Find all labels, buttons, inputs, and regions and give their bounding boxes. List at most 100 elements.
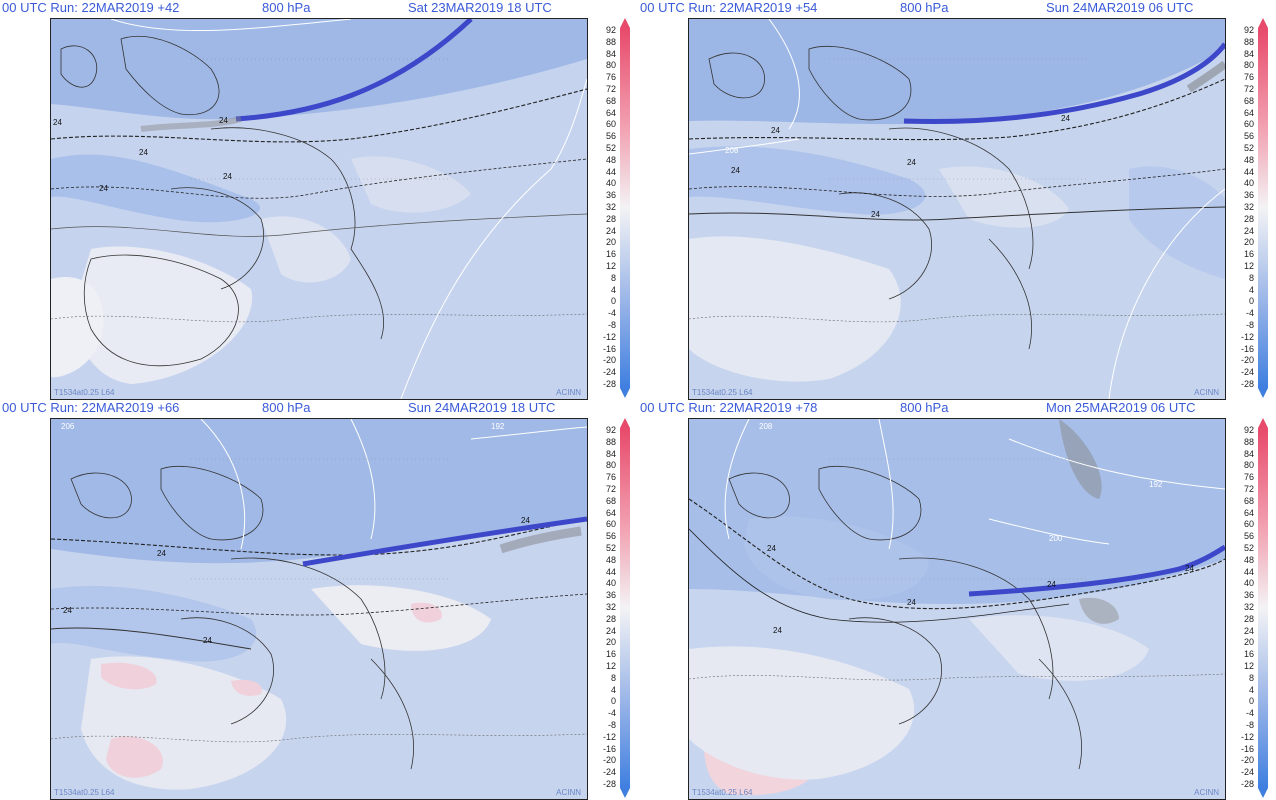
colorbar-gradient [620, 418, 630, 798]
colorbar-tick-label: 88 [605, 436, 616, 447]
colorbar-tick-label: -20 [602, 355, 616, 366]
contour-label: 24 [1185, 564, 1194, 573]
colorbar-scale [1258, 28, 1268, 388]
colorbar-scale [620, 428, 630, 788]
colorbar-tick-label: 16 [1243, 249, 1254, 260]
colorbar-tick-label: 48 [605, 154, 616, 165]
colorbar-tick-label: 36 [605, 190, 616, 201]
colorbar-tick-label: 76 [1243, 72, 1254, 83]
colorbar-tick-label: 60 [1243, 519, 1254, 530]
colorbar-tick-label: 0 [1248, 296, 1254, 307]
contour-label: 24 [773, 626, 782, 635]
panel-header: 00 UTC Run: 22MAR2019 +54 800 hPa Sun 24… [638, 0, 1228, 16]
colorbar-top-arrow [620, 18, 630, 28]
colorbar-scale [620, 28, 630, 388]
forecast-map: 24 24 24 24 206 192 T1534at0.25 L64 ACIN… [50, 418, 588, 800]
colorbar-bottom-arrow [1258, 788, 1268, 798]
run-label: 00 UTC Run: 22MAR2019 +54 [640, 0, 818, 15]
colorbar-tick-label: 16 [1243, 649, 1254, 660]
colorbar-tick-label: -4 [1245, 308, 1254, 319]
contour-label: 192 [491, 422, 505, 431]
colorbar-tick-label: -4 [607, 308, 616, 319]
colorbar-tick-label: -24 [1240, 767, 1254, 778]
colorbar-tick-label: 4 [1248, 684, 1254, 695]
colorbar-tick-label: 0 [610, 696, 616, 707]
colorbar-tick-label: -4 [1245, 708, 1254, 719]
colorbar-tick-label: 76 [605, 472, 616, 483]
colorbar-tick-label: 80 [605, 60, 616, 71]
contour-label: 24 [871, 210, 880, 219]
colorbar-tick-label: 48 [605, 554, 616, 565]
contour-label: 24 [53, 118, 62, 127]
contour-label: 206 [61, 422, 75, 431]
colorbar-tick-label: 56 [605, 531, 616, 542]
colorbar: 92 88 84 80 76 72 68 64 60 56 52 48 44 40 36 32 28 24 20 16… [592, 418, 634, 798]
colorbar-tick-label: -12 [602, 731, 616, 742]
colorbar-tick-label: 8 [610, 272, 616, 283]
colorbar-tick-label: 12 [605, 661, 616, 671]
colorbar-tick-label: 92 [1243, 25, 1254, 35]
valid-time-label: Sun 24MAR2019 06 UTC [1046, 0, 1194, 15]
colorbar-tick-label: 92 [605, 425, 616, 435]
colorbar-tick-label: 12 [1243, 661, 1254, 671]
colorbar-tick-label: 40 [1243, 178, 1254, 189]
colorbar-tick-label: 60 [1243, 119, 1254, 130]
colorbar-tick-label: 68 [1243, 495, 1254, 506]
contour-label: 24 [521, 516, 530, 525]
contour-label: 24 [157, 549, 166, 558]
colorbar-tick-label: -8 [607, 720, 616, 730]
colorbar-tick-label: -16 [602, 343, 616, 354]
model-tag: T1534at0.25 L64 [54, 788, 115, 797]
colorbar-tick-label: 24 [1243, 625, 1254, 636]
contour-label: 192 [1149, 480, 1163, 489]
colorbar-tick-label: 76 [605, 72, 616, 83]
colorbar-top-arrow [620, 418, 630, 428]
colorbar-tick-label: 44 [1243, 566, 1254, 577]
colorbar-tick-label: -16 [602, 743, 616, 754]
level-label: 800 hPa [262, 400, 311, 415]
colorbar-tick-label: 56 [605, 131, 616, 142]
contour-label: 24 [767, 544, 776, 553]
colorbar-tick-label: 40 [1243, 578, 1254, 589]
colorbar-tick-label: -16 [1240, 343, 1254, 354]
colorbar-tick-label: 8 [1248, 672, 1254, 683]
colorbar-tick-label: 88 [1243, 36, 1254, 47]
colorbar-tick-label: 56 [1243, 531, 1254, 542]
colorbar-tick-label: 84 [1243, 48, 1254, 59]
valid-time-label: Sat 23MAR2019 18 UTC [408, 0, 552, 15]
acinn-tag: ACINN [1194, 388, 1219, 397]
colorbar-tick-label: 92 [605, 25, 616, 35]
contour-label: 24 [907, 598, 916, 607]
colorbar-tick-label: -28 [1240, 779, 1254, 789]
colorbar-tick-label: 24 [1243, 225, 1254, 236]
colorbar: 92 88 84 80 76 72 68 64 60 56 52 48 44 40 36 32 28 24 20 16… [592, 18, 634, 398]
colorbar-tick-label: 16 [605, 249, 616, 260]
colorbar-tick-label: 32 [1243, 602, 1254, 612]
colorbar-tick-label: 40 [605, 578, 616, 589]
colorbar-tick-label: 44 [605, 566, 616, 577]
forecast-panel-3: 00 UTC Run: 22MAR2019 +66 800 hPa Sun 24… [0, 400, 638, 800]
contour-label: 24 [1061, 114, 1070, 123]
colorbar-tick-label: 8 [610, 672, 616, 683]
level-label: 800 hPa [262, 0, 311, 15]
colorbar-tick-label: 72 [1243, 484, 1254, 494]
colorbar-tick-label: -20 [602, 755, 616, 766]
colorbar-tick-label: 28 [605, 213, 616, 224]
colorbar-tick-label: -8 [607, 320, 616, 330]
colorbar-tick-label: 44 [605, 166, 616, 177]
colorbar-tick-label: 72 [1243, 84, 1254, 94]
colorbar: 92 88 84 80 76 72 68 64 60 56 52 48 44 40 36 32 28 24 20 16… [1230, 418, 1272, 798]
colorbar-tick-label: 20 [605, 237, 616, 248]
colorbar-tick-label: 20 [1243, 637, 1254, 648]
contour-label: 24 [139, 148, 148, 157]
colorbar-tick-label: 76 [1243, 472, 1254, 483]
colorbar-tick-label: 56 [1243, 131, 1254, 142]
colorbar-tick-label: -12 [1240, 731, 1254, 742]
contour-label: 24 [63, 606, 72, 615]
colorbar-tick-label: 4 [610, 684, 616, 695]
contour-label: 24 [219, 116, 228, 125]
colorbar-tick-label: 64 [605, 507, 616, 518]
colorbar-tick-label: 72 [605, 84, 616, 94]
colorbar-tick-label: 20 [605, 637, 616, 648]
colorbar-tick-label: 64 [1243, 507, 1254, 518]
